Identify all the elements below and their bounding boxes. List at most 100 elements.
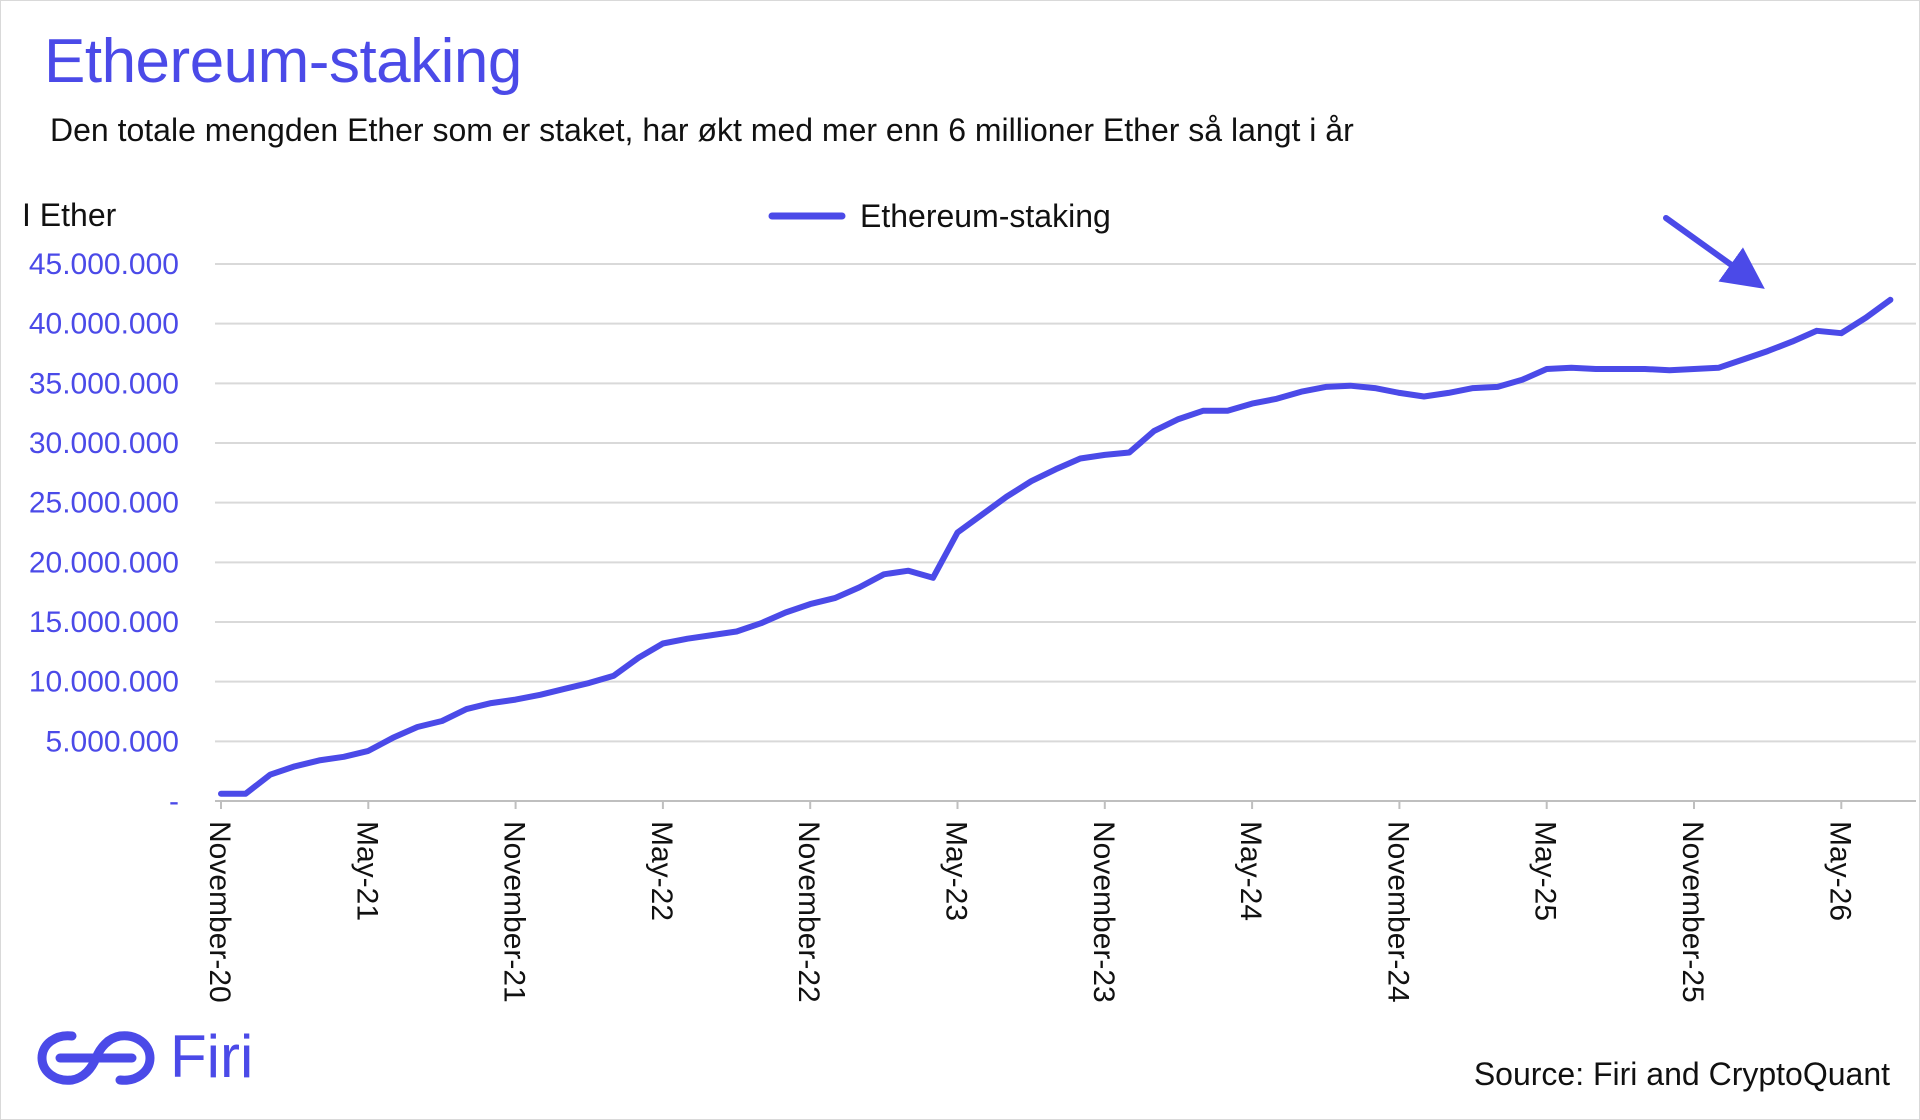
brand-name: Firi bbox=[170, 1023, 254, 1090]
chart-subtitle: Den totale mengden Ether som er staket, … bbox=[50, 112, 1354, 148]
y-tick-label: 35.000.000 bbox=[29, 367, 179, 400]
data-point bbox=[1177, 417, 1181, 421]
data-point bbox=[636, 656, 640, 660]
data-point bbox=[1864, 316, 1868, 320]
data-point bbox=[1152, 429, 1156, 433]
axes bbox=[215, 800, 1916, 809]
x-tick-label: May-24 bbox=[1234, 821, 1267, 921]
source-note: Source: Firi and CryptoQuant bbox=[1473, 1056, 1890, 1092]
data-point bbox=[661, 642, 665, 646]
data-point bbox=[759, 621, 763, 625]
y-tick-label: 30.000.000 bbox=[29, 427, 179, 460]
data-point bbox=[906, 569, 910, 573]
data-point bbox=[440, 719, 444, 723]
data-point bbox=[1447, 391, 1451, 395]
data-point bbox=[1299, 390, 1303, 394]
x-tick-label: November-22 bbox=[792, 821, 825, 1003]
legend-label: Ethereum-staking bbox=[860, 198, 1111, 234]
y-axis-label: I Ether bbox=[22, 197, 117, 233]
data-point bbox=[1668, 368, 1672, 372]
annotation-arrow bbox=[1663, 215, 1765, 289]
data-point bbox=[980, 513, 984, 517]
series-ethereum-staking bbox=[218, 296, 1894, 797]
legend: Ethereum-staking bbox=[768, 198, 1111, 234]
y-tick-label: 15.000.000 bbox=[29, 606, 179, 639]
data-point bbox=[1029, 479, 1033, 483]
y-tick-label: 25.000.000 bbox=[29, 487, 179, 520]
data-point bbox=[1692, 367, 1696, 371]
data-point bbox=[1766, 349, 1770, 353]
x-tick-label: November-25 bbox=[1676, 821, 1709, 1003]
data-point bbox=[882, 572, 886, 576]
data-point bbox=[1250, 402, 1254, 406]
x-tick-label: November-23 bbox=[1087, 821, 1120, 1003]
data-point bbox=[1618, 367, 1622, 371]
y-tick-label: - bbox=[169, 785, 179, 818]
data-point bbox=[1545, 367, 1549, 371]
data-point bbox=[1275, 397, 1279, 401]
data-point bbox=[1741, 358, 1745, 362]
data-point bbox=[710, 633, 714, 637]
grid-lines bbox=[215, 263, 1916, 743]
x-tick-label: May-21 bbox=[350, 821, 383, 921]
data-point bbox=[956, 531, 960, 535]
data-point bbox=[465, 707, 469, 711]
data-point bbox=[784, 611, 788, 615]
data-point bbox=[1127, 451, 1131, 455]
data-point bbox=[1373, 386, 1377, 390]
y-tick-label: 40.000.000 bbox=[29, 308, 179, 341]
data-point bbox=[1078, 457, 1082, 461]
data-point bbox=[686, 637, 690, 641]
brand: Firi bbox=[36, 1022, 253, 1092]
data-point bbox=[857, 585, 861, 589]
data-point bbox=[1226, 409, 1230, 413]
data-point bbox=[1569, 366, 1573, 370]
data-point bbox=[514, 698, 518, 702]
data-point bbox=[1471, 386, 1475, 390]
data-point bbox=[1839, 331, 1843, 335]
data-point bbox=[366, 749, 370, 753]
series-line bbox=[218, 296, 1894, 797]
x-tick-label: November-20 bbox=[203, 821, 236, 1003]
data-point bbox=[612, 674, 616, 678]
data-point bbox=[1201, 409, 1205, 413]
data-point bbox=[808, 602, 812, 606]
firi-logo-icon bbox=[37, 1031, 155, 1085]
data-point bbox=[415, 725, 419, 729]
data-point bbox=[1790, 340, 1794, 344]
data-point bbox=[1594, 367, 1598, 371]
x-tick-label: November-24 bbox=[1381, 821, 1414, 1003]
data-point bbox=[1520, 378, 1524, 382]
data-point bbox=[587, 681, 591, 685]
x-tick-label: May-26 bbox=[1823, 821, 1856, 921]
x-tick-labels: November-20 May-21 November-21 May-22 Novemb… bbox=[203, 821, 1856, 1003]
data-point bbox=[293, 764, 297, 768]
x-tick-label: May-25 bbox=[1529, 821, 1562, 921]
data-point bbox=[563, 687, 567, 691]
y-tick-label: 20.000.000 bbox=[29, 546, 179, 579]
data-point bbox=[1815, 329, 1819, 333]
data-point bbox=[1103, 453, 1107, 457]
data-point bbox=[735, 630, 739, 634]
data-point bbox=[219, 792, 223, 796]
chart-title: Ethereum-staking bbox=[44, 27, 522, 96]
x-tick-label: May-23 bbox=[940, 821, 973, 921]
data-point bbox=[1324, 385, 1328, 389]
data-point bbox=[1054, 467, 1058, 471]
data-point bbox=[538, 693, 542, 697]
data-point bbox=[1005, 495, 1009, 499]
data-point bbox=[489, 701, 493, 705]
y-tick-labels: - 5.000.000 10.000.000 15.000.000 20.000.000… bbox=[29, 248, 179, 818]
y-tick-label: 10.000.000 bbox=[29, 666, 179, 699]
data-point bbox=[342, 755, 346, 759]
data-point bbox=[1643, 367, 1647, 371]
data-point bbox=[1397, 391, 1401, 395]
data-point bbox=[244, 792, 248, 796]
data-point bbox=[1422, 395, 1426, 399]
x-tick-label: November-21 bbox=[498, 821, 531, 1003]
x-tick-label: May-22 bbox=[645, 821, 678, 921]
data-point bbox=[1348, 384, 1352, 388]
y-tick-label: 5.000.000 bbox=[46, 725, 179, 758]
